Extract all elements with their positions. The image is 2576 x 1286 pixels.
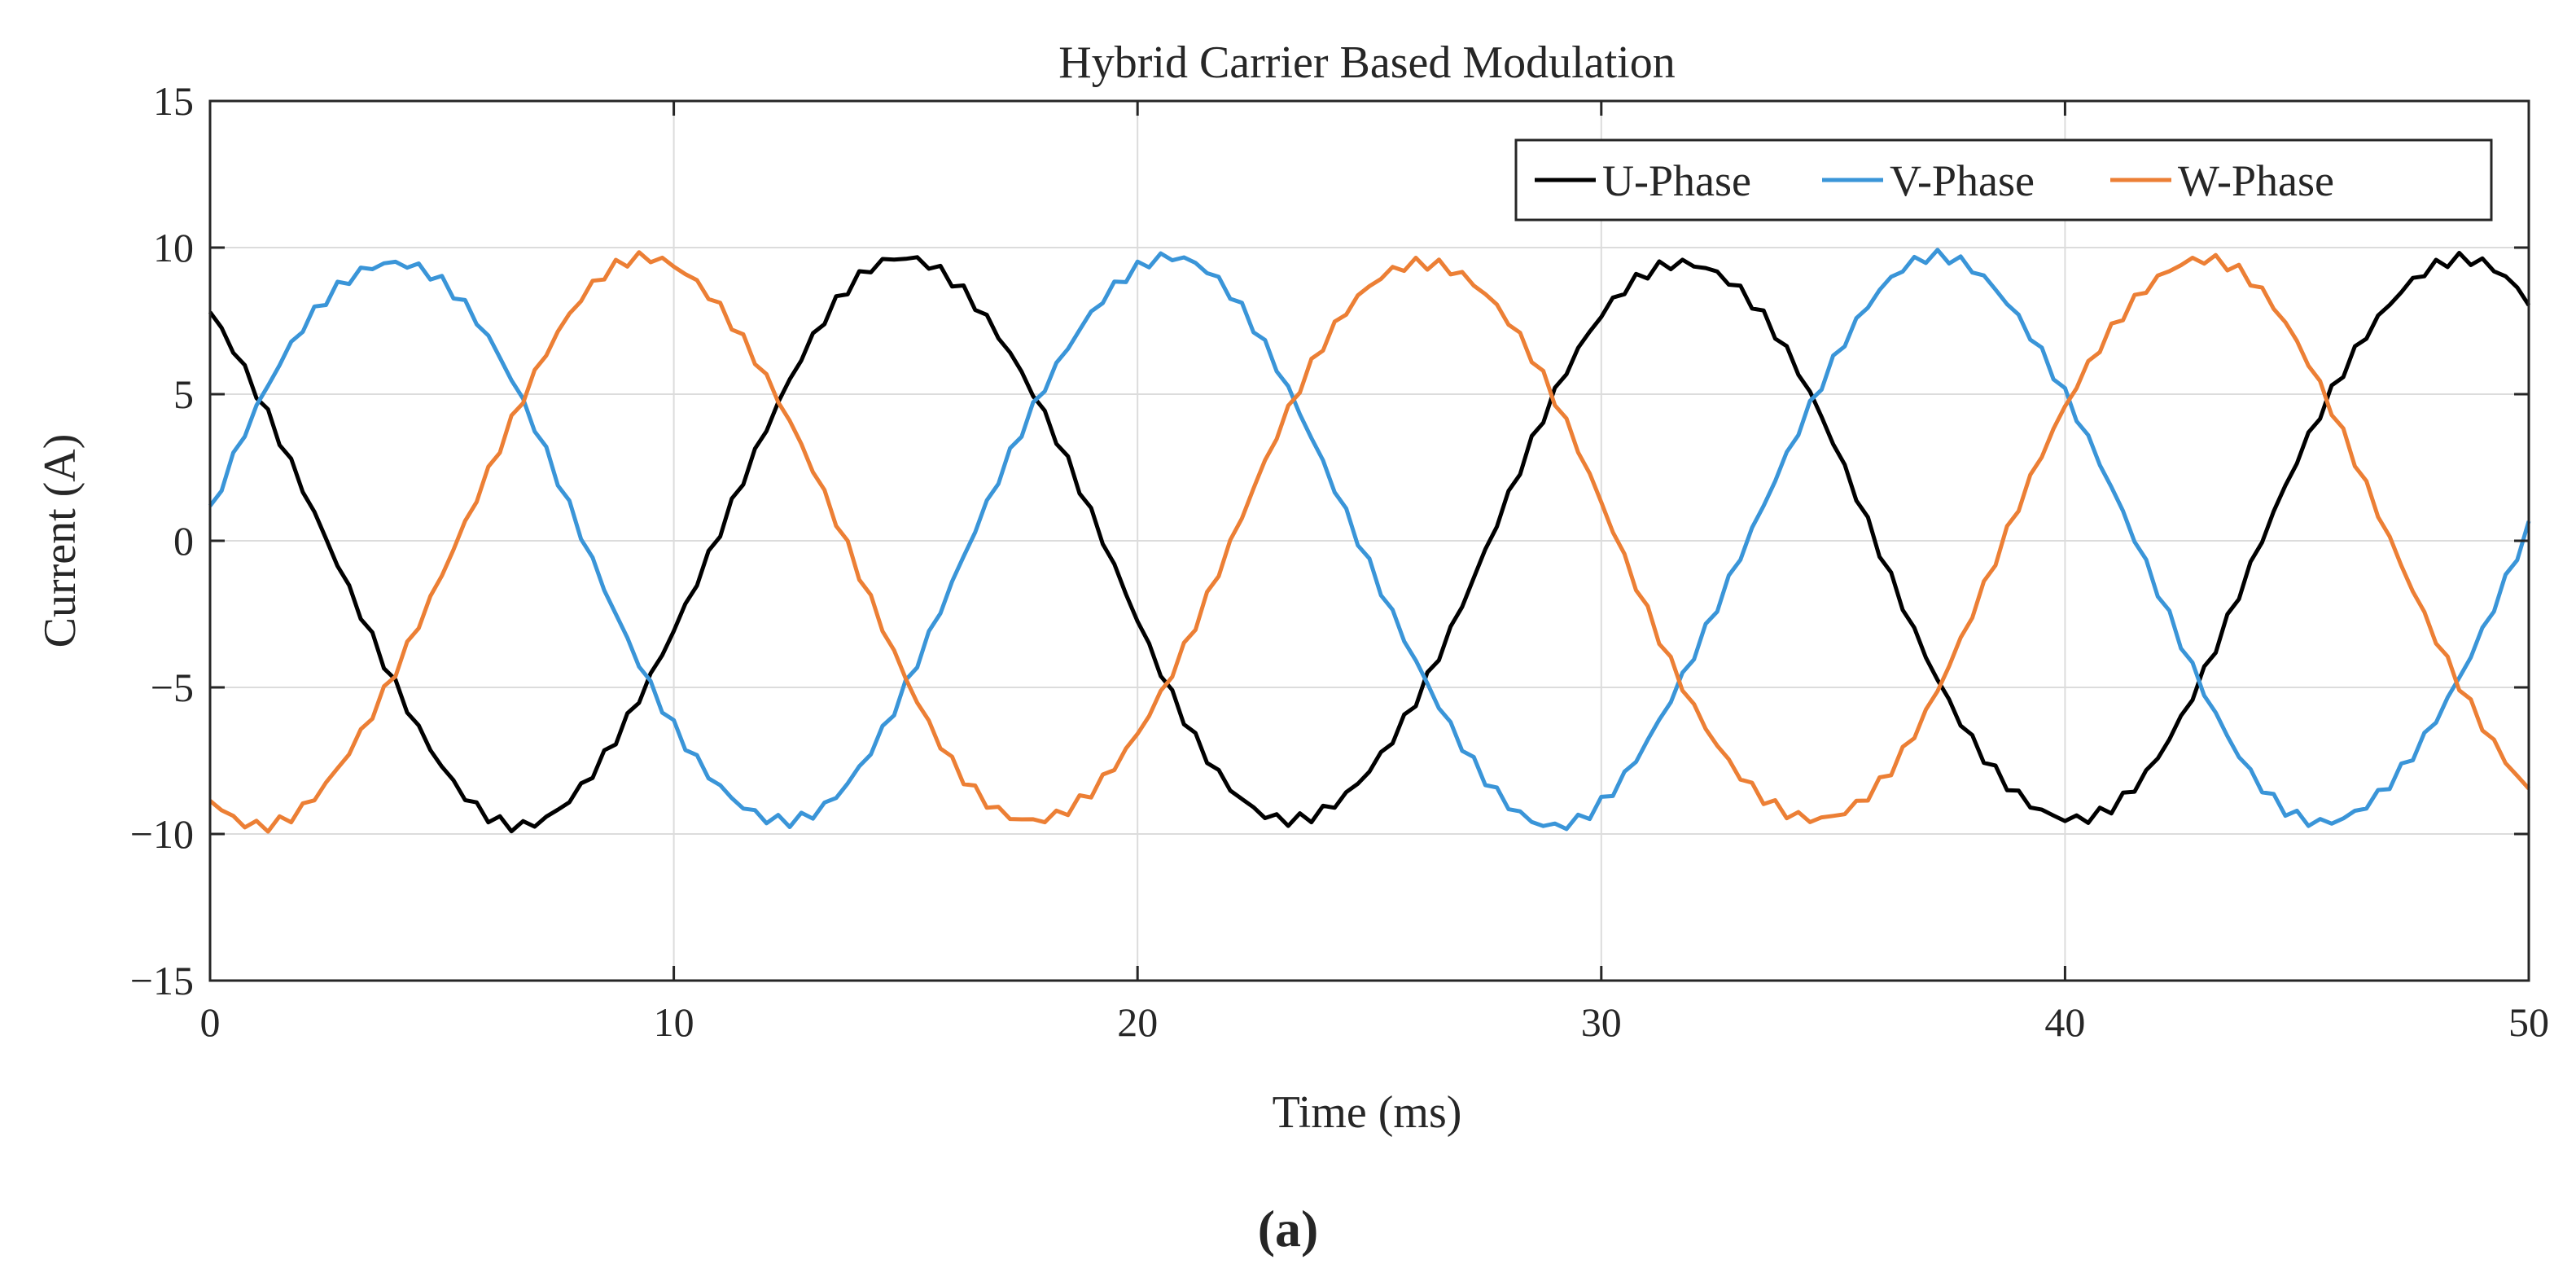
legend-label-w-phase: W-Phase [2178,156,2334,205]
legend: U-Phase V-Phase W-Phase [1514,138,2493,222]
y-tick-label: −5 [151,665,194,710]
x-tick-label: 10 [654,999,694,1045]
grid [210,101,2529,981]
x-tick-label: 20 [1117,999,1158,1045]
legend-box [1514,138,2493,222]
legend-label-v-phase: V-Phase [1890,156,2035,205]
y-tick-label: −15 [130,958,194,1003]
y-tick-label: 5 [173,371,194,417]
ticks: 0 10 20 30 40 50 −15 −10 −5 0 5 10 15 [130,78,2549,1045]
x-tick-label: 0 [200,999,221,1045]
x-tick-label: 30 [1581,999,1622,1045]
legend-label-u-phase: U-Phase [1602,156,1751,205]
x-axis-title: Time (ms) [1273,1087,1462,1138]
series-line-v-phase [208,248,2531,832]
series-line-w-phase [208,250,2530,834]
y-tick-label: 0 [173,518,194,564]
y-tick-label: −10 [130,811,194,857]
y-axis-title: Current (A) [35,434,85,648]
figure-caption: (a) [1258,1200,1319,1257]
chart-title: Hybrid Carrier Based Modulation [1058,37,1675,88]
x-tick-label: 50 [2508,999,2549,1045]
series-line-u-phase [208,251,2531,834]
y-tick-label: 10 [153,225,194,270]
y-tick-label: 15 [153,78,194,124]
plot-area [208,248,2531,834]
x-tick-label: 40 [2044,999,2085,1045]
